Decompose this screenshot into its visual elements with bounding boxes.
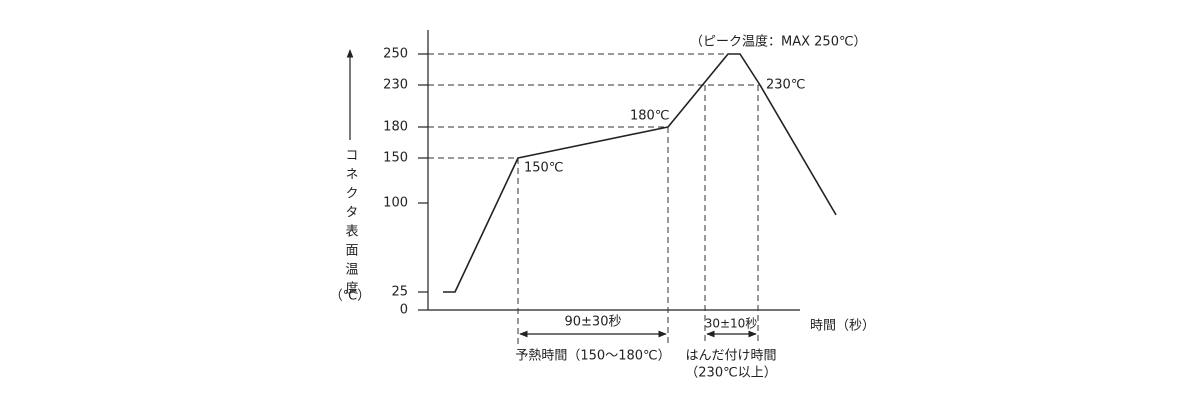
x-axis-label: 時間（秒） bbox=[810, 319, 875, 334]
annotation: 30±10秒 bbox=[705, 317, 758, 331]
y-axis-label: コネクタ表面温度 bbox=[343, 148, 359, 300]
y-tick-label: 150 bbox=[383, 151, 408, 166]
y-unit: （℃） bbox=[330, 289, 371, 304]
annotation: 予熱時間（150～180℃） bbox=[515, 349, 670, 364]
y-tick-label: 25 bbox=[391, 285, 408, 300]
annotation: 230℃ bbox=[766, 78, 805, 93]
annotation: 150℃ bbox=[524, 161, 563, 176]
y-tick-label: 100 bbox=[383, 196, 408, 211]
annotation: 90±30秒 bbox=[565, 315, 622, 330]
annotation: はんだ付け時間 bbox=[685, 349, 776, 364]
annotation: （ピーク温度：MAX 250℃） bbox=[690, 34, 867, 50]
y-tick-label: 250 bbox=[383, 47, 408, 62]
annotation: 180℃ bbox=[630, 109, 669, 124]
y-tick-label: 230 bbox=[383, 78, 408, 93]
profile-line bbox=[443, 53, 837, 293]
y-tick-label: 0 bbox=[400, 303, 408, 318]
annotation: （230℃以上） bbox=[685, 366, 776, 381]
y-tick-label: 180 bbox=[383, 120, 408, 135]
